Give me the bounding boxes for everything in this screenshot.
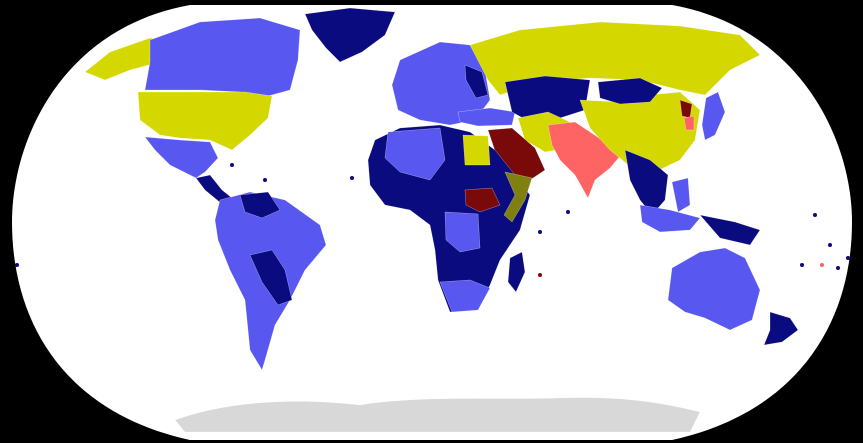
- japan: [701, 91, 726, 141]
- australia: [667, 247, 761, 331]
- island: [846, 256, 850, 260]
- bolivia-paraguay: [249, 249, 293, 306]
- new-zealand: [763, 311, 799, 346]
- eastern-europe: [464, 64, 489, 99]
- egypt: [462, 134, 491, 166]
- canada: [144, 17, 301, 97]
- south-sudan: [464, 187, 501, 213]
- india: [547, 121, 626, 199]
- indonesia-east: [699, 214, 761, 246]
- island: [15, 263, 19, 267]
- south-korea: [683, 115, 695, 131]
- islands: [15, 163, 850, 277]
- island: [538, 230, 542, 234]
- south-africa: [439, 279, 491, 313]
- island: [538, 273, 542, 277]
- mongolia: [597, 77, 663, 105]
- venezuela: [239, 191, 281, 219]
- island: [820, 263, 824, 267]
- madagascar: [507, 251, 526, 293]
- greenland: [304, 7, 396, 63]
- dr-congo: [444, 211, 481, 253]
- indonesia-west: [639, 204, 701, 233]
- island: [263, 178, 267, 182]
- algeria: [384, 127, 446, 181]
- island: [828, 243, 832, 247]
- island: [800, 263, 804, 267]
- countries: [84, 7, 799, 433]
- island: [350, 176, 354, 180]
- antarctica: [174, 397, 701, 433]
- island: [836, 266, 840, 270]
- philippines: [671, 177, 691, 213]
- island: [566, 210, 570, 214]
- southeast-asia: [624, 149, 669, 216]
- somalia: [503, 171, 533, 223]
- united-states: [137, 91, 273, 151]
- mexico: [144, 136, 219, 179]
- turkey: [457, 107, 516, 127]
- island: [813, 213, 817, 217]
- central-asia: [504, 75, 591, 123]
- island: [230, 163, 234, 167]
